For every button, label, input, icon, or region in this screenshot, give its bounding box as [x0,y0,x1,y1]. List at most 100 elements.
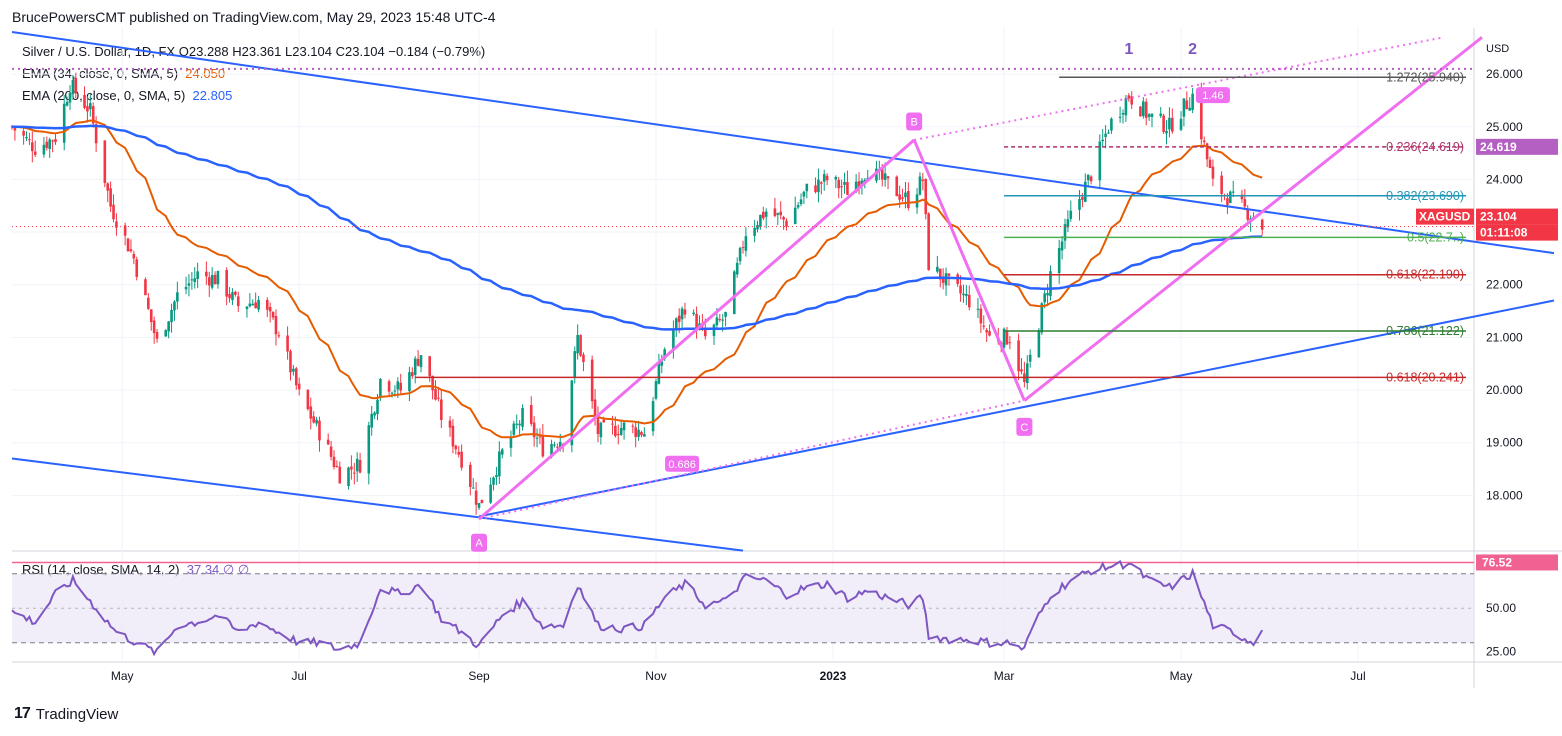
candle-body [1231,191,1235,193]
candle-body [294,368,298,386]
candle-body [149,309,153,322]
candle-body [225,270,228,297]
candle-body [42,144,46,155]
candle-body [31,142,34,152]
publish-header: BrucePowersCMT published on TradingView.… [12,9,496,25]
candle-body [532,422,536,438]
rsi-line [11,560,1264,657]
candle-body [1226,198,1229,205]
badge-countdown-text: 01:11:08 [1480,226,1528,240]
badge-24619-text: 24.619 [1480,140,1517,154]
candle-body [469,464,472,487]
candle-body [396,381,400,390]
candle-body [1142,101,1145,117]
candle-body [759,214,762,228]
candle-body [1049,271,1052,297]
candle-body [86,106,89,112]
candle-body [643,434,646,437]
candle-body [515,423,519,425]
candle-body [918,176,922,195]
candle-body [498,451,501,477]
candle-body [1025,363,1029,384]
candle-body [732,271,736,315]
candle-body [988,331,991,336]
candle-body [602,419,606,423]
candle-body [947,273,951,276]
ratio-label-146 [1195,87,1230,104]
candle-body [796,205,800,208]
candle-body [622,422,626,431]
candle-body [431,375,434,391]
candle-body [495,475,498,478]
candle-body [1110,118,1113,131]
candle-body [1060,241,1064,251]
candle-body [738,247,742,262]
candle-body [48,139,52,149]
candle-body [637,429,640,437]
candle-body [753,227,756,236]
candle-body [390,392,394,394]
candle-body [982,325,986,327]
candle-body [251,303,255,306]
candle-body [332,456,336,467]
candle-body [1124,97,1128,116]
candle-body [576,334,579,354]
ratio-label-146-text: 1.46 [1202,90,1223,102]
candle-body [793,207,797,225]
ema34-value: 24.050 [185,66,226,81]
candle-body [22,131,25,136]
y-tick-label: 24.000 [1486,172,1523,186]
fib-level-label: 0.382(23.690) [1386,189,1464,203]
candle-body [471,487,475,489]
candle-body [541,435,545,457]
candle-body [596,414,600,435]
candle-body [1127,95,1131,99]
candle-body [1139,106,1142,117]
candle-body [1205,143,1209,160]
pink-trendline-c-up [1023,36,1483,402]
candle-body [1063,224,1067,241]
candle-body [921,179,925,181]
candle-body [938,268,942,280]
candle-body [672,329,675,350]
candle-body [924,179,928,215]
candle-body [979,308,983,324]
symbol-ohlc-text: Silver / U.S. Dollar, 1D, FX O23.288 H23… [22,44,486,59]
footer-brand: TradingView [35,705,119,723]
candle-body [967,294,971,308]
candle-body [941,277,945,283]
candle-body [193,278,197,283]
rsi-tick-label: 25.00 [1486,644,1516,658]
candle-body [74,77,78,94]
rsi-badge-text: 76.52 [1482,555,1512,569]
candle-body [329,446,333,457]
candle-body [1150,113,1154,117]
candle-body [703,328,707,337]
candle-body [1043,293,1046,303]
candle-body [474,490,478,505]
candle-body [535,437,539,439]
ema34-line [11,119,1263,439]
candle-body [692,312,695,315]
candle-body [599,422,603,438]
candle-body [135,259,139,277]
candle-body [820,182,823,184]
candle-body [837,179,841,189]
candle-body [518,423,521,426]
candle-body [907,191,910,209]
candle-body [352,472,356,474]
badge-last-price-text: 23.104 [1480,210,1517,224]
candle-body [1118,116,1122,118]
candle-body [106,183,110,191]
candle-body [1240,194,1244,200]
candle-body [1069,210,1073,219]
candle-body [840,186,843,188]
candle-body [274,316,278,335]
candle-body [254,302,257,309]
candle-body [680,308,684,320]
candle-body [538,436,542,438]
candle-body [1211,166,1215,179]
symbol-legend: Silver / U.S. Dollar, 1D, FX O23.288 H23… [22,44,485,59]
candle-body [126,238,130,252]
